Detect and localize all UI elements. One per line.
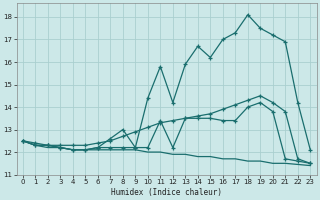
X-axis label: Humidex (Indice chaleur): Humidex (Indice chaleur) [111, 188, 222, 197]
